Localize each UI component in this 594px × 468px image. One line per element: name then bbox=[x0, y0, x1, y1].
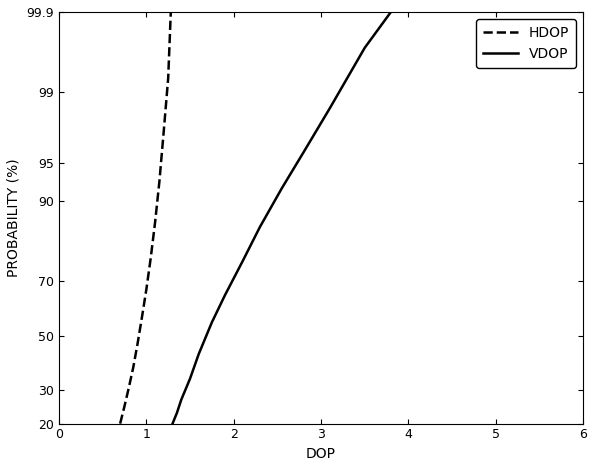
VDOP bbox=[239, 259, 246, 264]
VDOP bbox=[178, 397, 185, 402]
HDOP bbox=[138, 314, 146, 320]
HDOP bbox=[125, 385, 132, 390]
HDOP bbox=[134, 341, 141, 346]
VDOP bbox=[326, 105, 333, 111]
HDOP bbox=[129, 365, 137, 370]
HDOP bbox=[116, 421, 124, 426]
VDOP bbox=[169, 421, 176, 426]
VDOP bbox=[222, 292, 229, 298]
VDOP bbox=[361, 45, 368, 51]
HDOP bbox=[121, 403, 128, 409]
VDOP bbox=[173, 410, 181, 416]
HDOP bbox=[151, 219, 159, 225]
Line: VDOP: VDOP bbox=[172, 12, 391, 424]
VDOP bbox=[195, 351, 203, 357]
VDOP bbox=[300, 149, 307, 155]
HDOP bbox=[165, 75, 172, 81]
VDOP bbox=[187, 376, 194, 381]
HDOP bbox=[168, 9, 175, 15]
Line: HDOP: HDOP bbox=[120, 12, 171, 424]
VDOP bbox=[278, 186, 285, 191]
HDOP bbox=[160, 127, 168, 133]
X-axis label: DOP: DOP bbox=[306, 447, 336, 461]
HDOP bbox=[143, 286, 150, 292]
VDOP bbox=[387, 9, 394, 15]
VDOP bbox=[257, 224, 264, 230]
Y-axis label: PROBABILITY (%): PROBABILITY (%) bbox=[7, 159, 21, 277]
Legend: HDOP, VDOP: HDOP, VDOP bbox=[476, 19, 576, 68]
VDOP bbox=[208, 320, 216, 325]
HDOP bbox=[156, 178, 163, 184]
HDOP bbox=[147, 256, 154, 261]
